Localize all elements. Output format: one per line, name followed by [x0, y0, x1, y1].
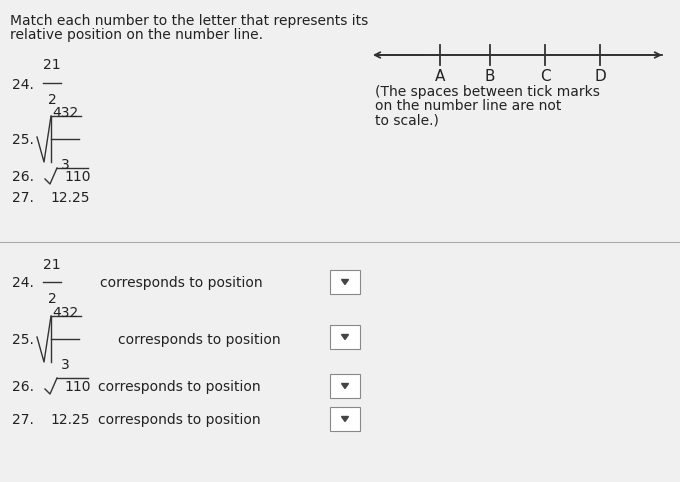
Text: D: D — [594, 69, 606, 84]
Text: 25.: 25. — [12, 333, 34, 347]
Polygon shape — [341, 416, 348, 421]
Text: on the number line are not: on the number line are not — [375, 99, 562, 113]
Text: 110: 110 — [64, 380, 90, 394]
Text: 12.25: 12.25 — [50, 413, 90, 427]
Text: 432: 432 — [52, 306, 78, 320]
Text: A: A — [435, 69, 445, 84]
Text: 21: 21 — [44, 258, 61, 272]
Bar — [330, 270, 360, 294]
Text: B: B — [485, 69, 495, 84]
Text: 26.: 26. — [12, 170, 34, 184]
Text: 24.: 24. — [12, 78, 34, 92]
Bar — [330, 407, 360, 431]
Text: 25.: 25. — [12, 133, 34, 147]
Text: Match each number to the letter that represents its: Match each number to the letter that rep… — [10, 14, 369, 28]
Text: 110: 110 — [64, 170, 90, 184]
Polygon shape — [341, 335, 348, 339]
Text: 432: 432 — [52, 106, 78, 120]
Text: (The spaces between tick marks: (The spaces between tick marks — [375, 85, 600, 99]
Text: to scale.): to scale.) — [375, 113, 439, 127]
Text: 27.: 27. — [12, 413, 34, 427]
Bar — [330, 374, 360, 398]
Text: corresponds to position: corresponds to position — [118, 333, 281, 347]
Bar — [330, 325, 360, 349]
Text: 27.: 27. — [12, 191, 34, 205]
Text: C: C — [540, 69, 550, 84]
Text: corresponds to position: corresponds to position — [98, 413, 260, 427]
Text: 26.: 26. — [12, 380, 34, 394]
Text: 3: 3 — [61, 358, 69, 372]
Text: 12.25: 12.25 — [50, 191, 90, 205]
Text: 21: 21 — [44, 58, 61, 72]
Text: 2: 2 — [48, 292, 56, 306]
Text: 3: 3 — [61, 158, 69, 172]
Text: corresponds to position: corresponds to position — [100, 276, 262, 290]
Text: 24.: 24. — [12, 276, 34, 290]
Polygon shape — [341, 280, 348, 284]
Text: 2: 2 — [48, 93, 56, 107]
Text: relative position on the number line.: relative position on the number line. — [10, 28, 263, 42]
Polygon shape — [341, 384, 348, 388]
Text: corresponds to position: corresponds to position — [98, 380, 260, 394]
